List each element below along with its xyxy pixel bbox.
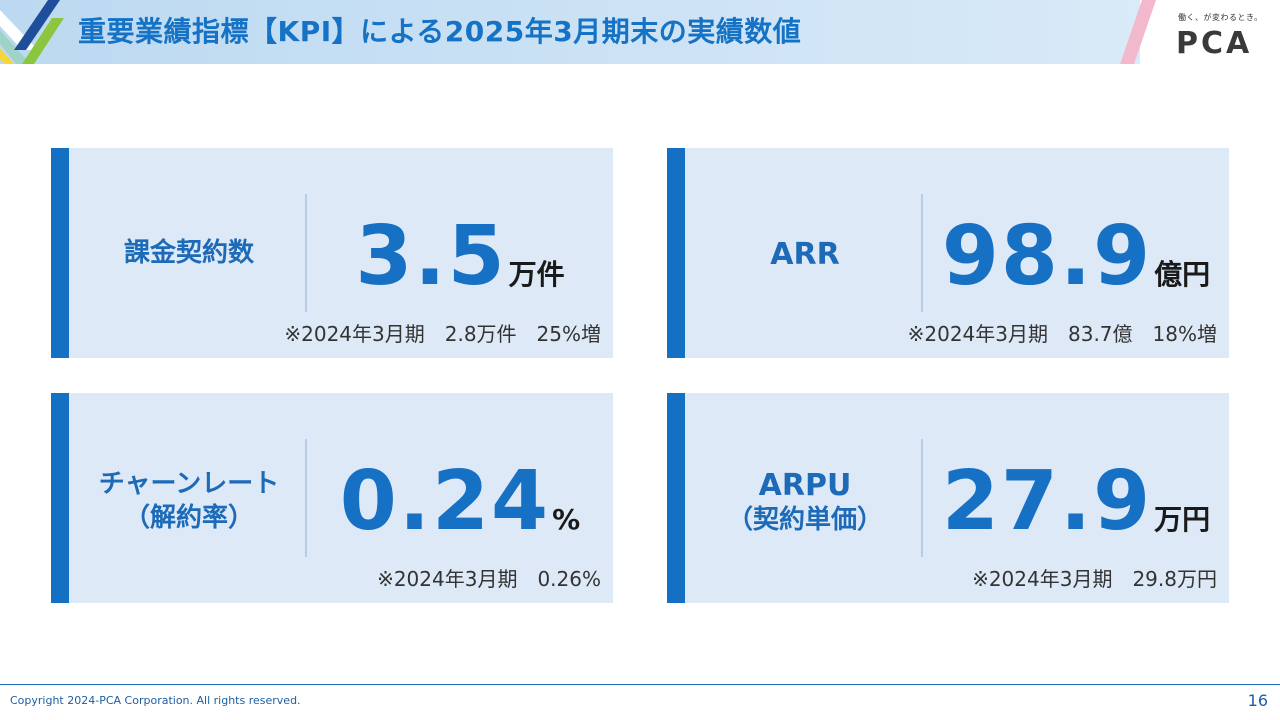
kpi-value: 27.9 (941, 454, 1153, 549)
kpi-value-group: 0.24% (307, 447, 613, 557)
card-accent-bar (51, 393, 69, 603)
kpi-label: ARR (770, 237, 840, 272)
card-divider (305, 439, 307, 557)
kpi-value: 0.24 (339, 454, 551, 549)
kpi-card-churn: チャーンレート （解約率） 0.24% ※2024年3月期 0.26% (51, 393, 613, 603)
kpi-unit: 万件 (508, 258, 565, 291)
kpi-unit: % (552, 503, 581, 536)
logo-tagline: 働く、が変わるとき。 (1178, 13, 1263, 22)
kpi-card-arr: ARR 98.9億円 ※2024年3月期 83.7億 18%増 (667, 148, 1229, 358)
card-divider (921, 439, 923, 557)
card-accent-bar (667, 393, 685, 603)
header-band (0, 0, 1156, 64)
kpi-label: ARPU (758, 468, 852, 503)
kpi-value-group: 27.9万円 (923, 447, 1229, 557)
slide-header: 重要業績指標【KPI】による2025年3月期末の実績数値 働く、が変わるとき。 … (0, 0, 1280, 64)
kpi-label: チャーンレート (98, 469, 280, 499)
kpi-label-sub: （解約率） (123, 503, 254, 533)
kpi-value: 3.5 (355, 209, 507, 304)
page-title: 重要業績指標【KPI】による2025年3月期末の実績数値 (78, 15, 802, 48)
kpi-note: ※2024年3月期 0.26% (377, 567, 601, 591)
card-divider (305, 194, 307, 312)
kpi-card-arpu: ARPU （契約単価） 27.9万円 ※2024年3月期 29.8万円 (667, 393, 1229, 603)
logo-text: PCA (1176, 26, 1253, 61)
kpi-value-group: 98.9億円 (923, 202, 1229, 312)
kpi-note: ※2024年3月期 83.7億 18%増 (907, 322, 1217, 346)
kpi-label: 課金契約数 (123, 238, 254, 268)
pca-logo: 働く、が変わるとき。 PCA (1172, 8, 1272, 64)
kpi-note: ※2024年3月期 2.8万件 25%増 (284, 322, 601, 346)
page-number: 16 (1247, 691, 1268, 710)
kpi-value: 98.9 (941, 209, 1153, 304)
kpi-unit: 億円 (1154, 258, 1211, 291)
kpi-note: ※2024年3月期 29.8万円 (972, 567, 1217, 591)
card-accent-bar (667, 148, 685, 358)
footer-divider (0, 684, 1280, 685)
kpi-card-contracts: 課金契約数 3.5万件 ※2024年3月期 2.8万件 25%増 (51, 148, 613, 358)
card-accent-bar (51, 148, 69, 358)
kpi-label-sub: （契約単価） (726, 505, 883, 535)
card-divider (921, 194, 923, 312)
copyright-text: Copyright 2024-PCA Corporation. All righ… (10, 694, 301, 707)
kpi-value-group: 3.5万件 (307, 202, 613, 312)
kpi-unit: 万円 (1154, 503, 1211, 536)
